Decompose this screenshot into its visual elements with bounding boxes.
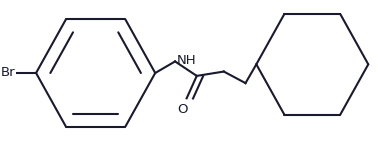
Text: O: O (177, 103, 187, 116)
Text: NH: NH (177, 54, 197, 67)
Text: Br: Br (0, 66, 15, 80)
